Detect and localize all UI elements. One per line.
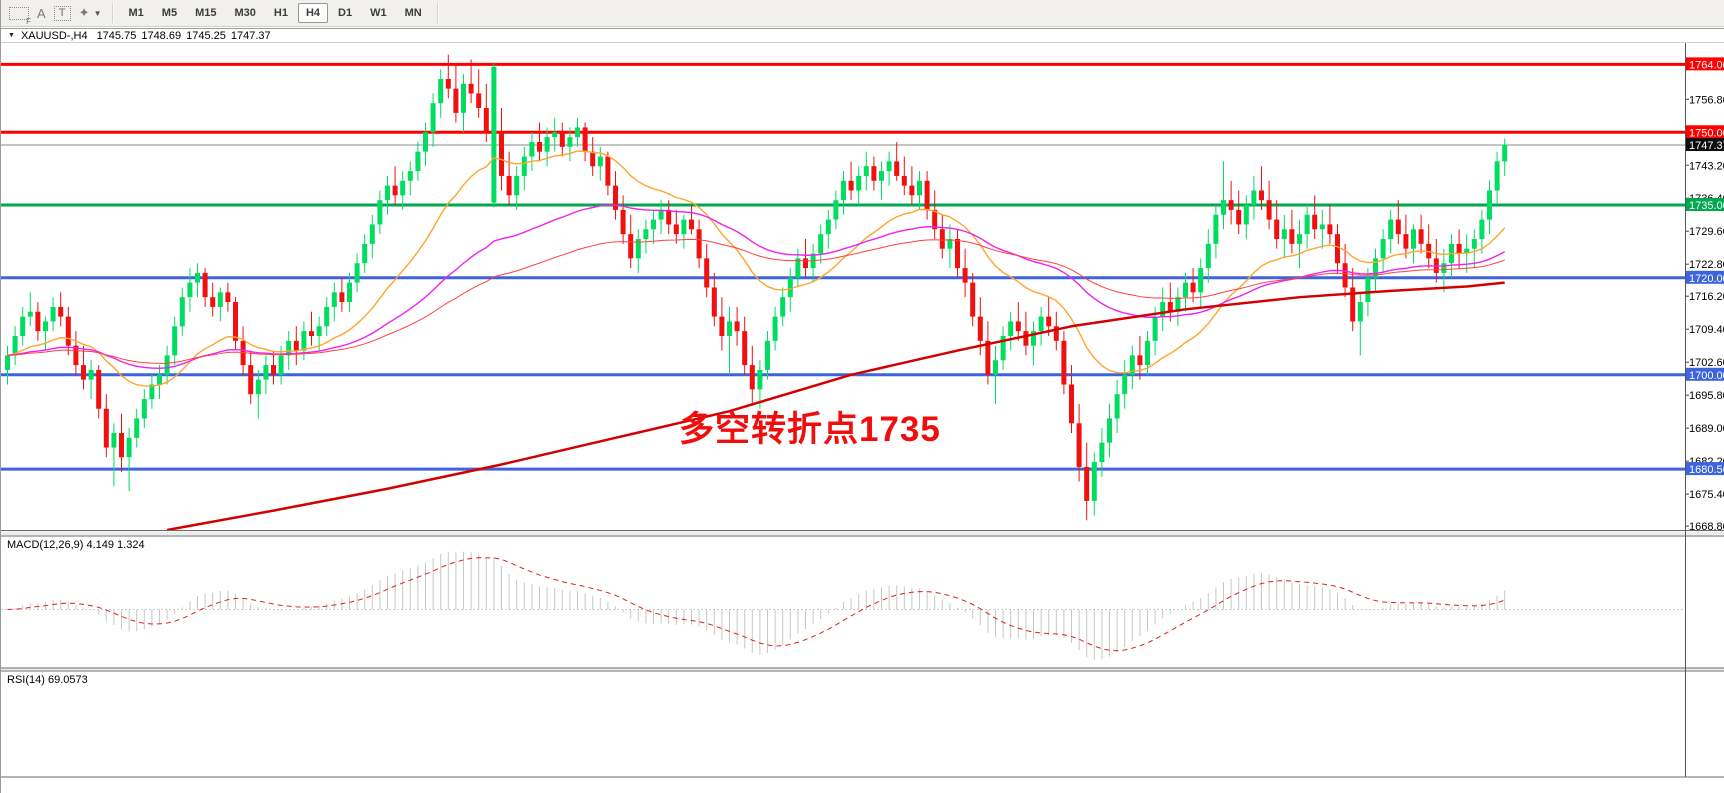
- dotted-box-icon: [9, 6, 29, 20]
- price-badge-1735.00: [1686, 198, 1724, 212]
- ema_mid-line: [7, 204, 1506, 370]
- timeframe-button-M15[interactable]: M15: [195, 7, 217, 19]
- timeframe-button-M30[interactable]: M30: [234, 7, 256, 19]
- macd-signal-line: [7, 557, 1505, 652]
- svg-text:1764.00: 1764.00: [1689, 59, 1724, 71]
- style-glyph: ✦: [78, 5, 90, 20]
- shift-glyph: F: [26, 17, 31, 26]
- price-badge-1700.00: [1686, 367, 1724, 381]
- svg-text:1722.80: 1722.80: [1689, 259, 1724, 271]
- timeframe-button-MN[interactable]: MN: [404, 7, 422, 19]
- timeframe-button-M1[interactable]: M1: [128, 7, 144, 19]
- candles: [5, 54, 1508, 521]
- top-toolbar: F A T ✦ ▼ M1 M5 M15 M30 H1 H4 D1 W1 MN: [1, 0, 1724, 27]
- high-value: 1748.69: [141, 29, 182, 42]
- svg-text:1680.56: 1680.56: [1689, 464, 1724, 476]
- timeframe-toolbar: M1 M5 M15 M30 H1 H4 D1 W1 MN: [120, 3, 431, 23]
- indicator-style-icon[interactable]: ✦ ▼: [79, 3, 102, 23]
- timeframe-button-M5[interactable]: M5: [161, 7, 178, 19]
- t-glyph: T: [53, 5, 71, 21]
- macd-indicator-label: MACD(12,26,9) 4.149 1.324: [7, 539, 145, 551]
- toolbar-separator: [436, 3, 439, 23]
- price-badge-1747.37: [1686, 138, 1724, 152]
- low-value: 1745.25: [186, 29, 226, 42]
- ema_fast-line: [7, 150, 1506, 387]
- svg-text:1735.00: 1735.00: [1689, 200, 1724, 212]
- svg-text:1720.00: 1720.00: [1689, 273, 1724, 285]
- price-badge-1764.00: [1686, 57, 1724, 71]
- svg-text:1716.20: 1716.20: [1689, 291, 1724, 303]
- svg-text:1743.20: 1743.20: [1689, 160, 1724, 172]
- svg-text:1747.37: 1747.37: [1689, 140, 1724, 152]
- svg-text:1729.60: 1729.60: [1689, 226, 1724, 238]
- text-box-icon[interactable]: T: [53, 3, 71, 23]
- macd-histogram: [14, 551, 1506, 660]
- timeframe-button-H4[interactable]: H4: [297, 3, 328, 23]
- timeframe-button-D1[interactable]: D1: [338, 7, 353, 19]
- price-badge-1720.00: [1686, 270, 1724, 284]
- svg-text:1675.40: 1675.40: [1689, 489, 1724, 501]
- svg-text:1668.80: 1668.80: [1689, 521, 1724, 533]
- svg-text:1756.80: 1756.80: [1689, 94, 1724, 106]
- svg-text:1750.00: 1750.00: [1689, 127, 1724, 139]
- timeframe-button-H1[interactable]: H1: [273, 7, 288, 19]
- trend-ma-line: [166, 281, 1505, 532]
- svg-text:1700.00: 1700.00: [1689, 370, 1724, 382]
- close-value: 1747.37: [230, 29, 271, 42]
- svg-text:1689.00: 1689.00: [1689, 423, 1724, 435]
- timeframe-button-W1[interactable]: W1: [370, 7, 387, 19]
- price-badge-1750.00: [1686, 125, 1724, 139]
- open-value: 1745.75: [96, 29, 137, 42]
- symbol-timeframe-label: XAUUSD-,H4: [20, 29, 88, 42]
- svg-text:1702.60: 1702.60: [1689, 357, 1724, 369]
- svg-text:1695.80: 1695.80: [1689, 390, 1724, 402]
- price-badge-1680.56: [1686, 462, 1724, 476]
- ema_slow-line: [7, 238, 1505, 364]
- chart-annotation-text: 多空转折点1735: [679, 410, 941, 449]
- symbol-dropdown-icon[interactable]: ▼: [8, 32, 15, 39]
- text-label-icon[interactable]: A: [37, 3, 46, 23]
- rsi-indicator-label: RSI(14) 69.0573: [7, 674, 88, 686]
- svg-text:1709.40: 1709.40: [1689, 324, 1724, 336]
- dropdown-caret-icon: ▼: [93, 8, 102, 18]
- chart-shift-icon[interactable]: F: [9, 3, 31, 26]
- a-glyph: A: [37, 5, 46, 21]
- chart-info-bar: ▼ XAUUSD-,H4 1745.75 1748.69 1745.25 174…: [1, 28, 1724, 43]
- toolbar-separator: [111, 3, 114, 23]
